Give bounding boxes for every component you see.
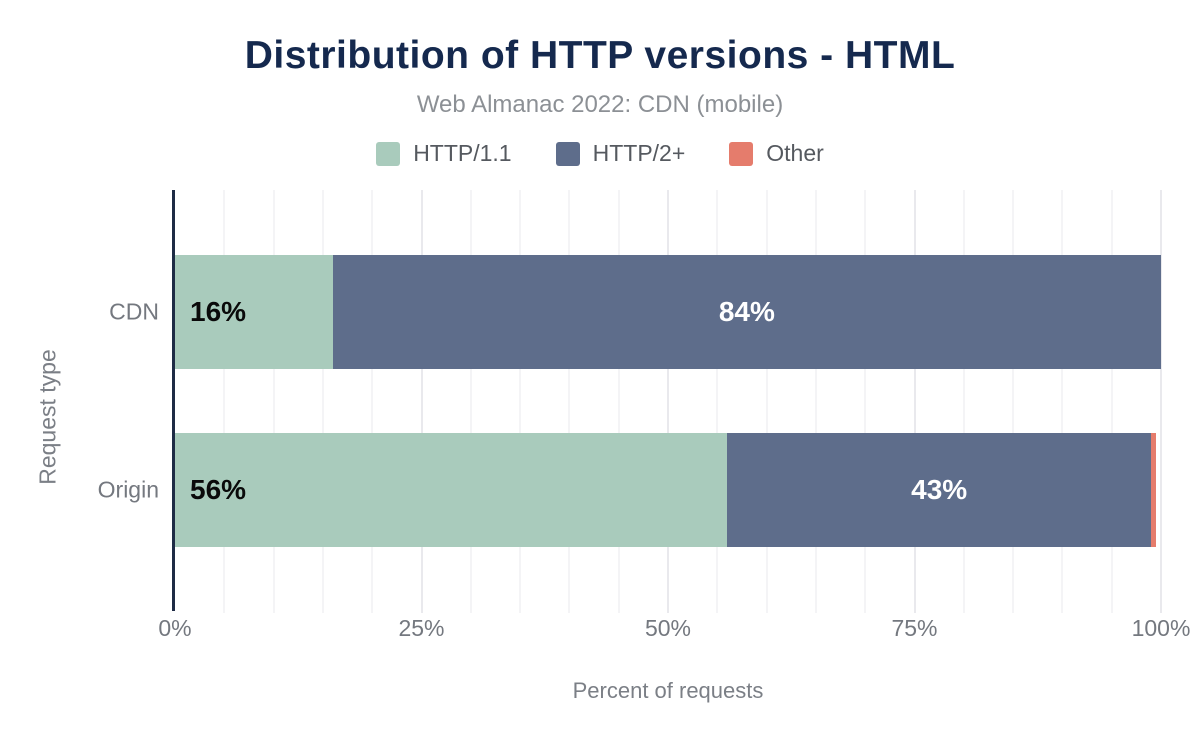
x-tick-label-75: 75% (891, 615, 938, 641)
gridline-95 (1110, 190, 1113, 613)
value-label-cdn-http-1-1: 16% (190, 296, 247, 327)
gridline-45 (617, 190, 620, 613)
legend-item-other[interactable]: Other (729, 140, 824, 167)
y-axis-line (172, 190, 175, 611)
gridline-90 (1061, 190, 1064, 613)
chart-title: Distribution of HTTP versions - HTML (244, 34, 956, 77)
x-tick-label-0: 0% (158, 615, 192, 641)
category-label-cdn: CDN (109, 298, 159, 325)
category-label-origin: Origin (97, 476, 159, 503)
bar-segment-cdn-http-1-1[interactable]: 16% (175, 255, 333, 369)
gridline-70 (864, 190, 867, 613)
gridline-65 (814, 190, 817, 613)
gridline-100 (1160, 190, 1162, 613)
value-label-origin-http-2: 43% (911, 474, 968, 505)
legend-swatch-http-2 (555, 141, 580, 166)
gridline-25 (420, 190, 423, 613)
gridline-75 (913, 190, 916, 613)
legend-label-http-2: HTTP/2+ (592, 140, 686, 166)
bar-row-cdn: CDN 16% 84% (109, 255, 1161, 369)
x-tick-label-50: 50% (644, 615, 692, 641)
gridline-60 (765, 190, 768, 613)
bar-segment-origin-http-2[interactable]: 43% (727, 433, 1152, 547)
x-tick-label-100: 100% (1131, 615, 1191, 641)
plot-area: CDN 16% 84% Origin 56% 43% (98, 190, 1162, 613)
gridline-5 (223, 190, 226, 613)
gridline-50 (667, 190, 669, 613)
x-tick-label-25: 25% (398, 615, 445, 641)
bar-segment-cdn-http-2[interactable]: 84% (332, 255, 1161, 369)
gridline-80 (962, 190, 965, 613)
legend-item-http-2[interactable]: HTTP/2+ (555, 140, 686, 167)
bar-segment-origin-http-1-1[interactable]: 56% (175, 433, 728, 547)
y-axis-title: Request type (34, 349, 61, 485)
legend-swatch-http-1-1 (376, 141, 401, 166)
gridline-15 (321, 190, 324, 613)
value-label-cdn-http-2: 84% (718, 296, 775, 327)
gridline-55 (716, 190, 719, 613)
gridline-10 (272, 190, 275, 613)
legend-label-other: Other (766, 140, 824, 166)
legend-label-http-1-1: HTTP/1.1 (413, 140, 512, 166)
value-label-origin-http-1-1: 56% (190, 474, 247, 505)
legend-swatch-other (729, 141, 754, 166)
gridline-85 (1012, 190, 1015, 613)
gridline-35 (519, 190, 522, 613)
x-axis-ticks: 0% 25% 50% 75% 100% (158, 615, 1190, 643)
chart-subtitle: Web Almanac 2022: CDN (mobile) (416, 91, 784, 118)
bar-segment-origin-other[interactable] (1151, 433, 1157, 547)
gridline-20 (371, 190, 374, 613)
gridline-40 (568, 190, 571, 613)
legend: HTTP/1.1 HTTP/2+ Other (0, 140, 1200, 167)
bar-row-origin: Origin 56% 43% (98, 433, 1161, 547)
legend-item-http-1-1[interactable]: HTTP/1.1 (376, 140, 512, 167)
x-axis-title: Percent of requests (572, 678, 764, 703)
gridline-30 (469, 190, 472, 613)
